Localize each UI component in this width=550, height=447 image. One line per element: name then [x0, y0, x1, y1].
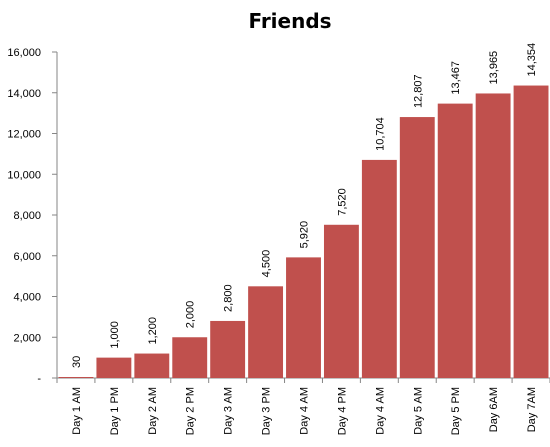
- y-tick-label: 14,000: [7, 88, 41, 100]
- bar: [58, 377, 94, 378]
- y-tick-label: 2,000: [13, 332, 41, 344]
- chart-title: Friends: [248, 9, 331, 33]
- data-label: 10,704: [374, 117, 386, 151]
- data-label: 13,467: [450, 61, 462, 95]
- bar: [513, 85, 549, 379]
- data-label: 5,920: [299, 221, 311, 249]
- y-tick-label: -: [37, 373, 41, 385]
- bar: [210, 320, 246, 378]
- data-label: 1,200: [147, 317, 159, 345]
- y-tick-label: 10,000: [7, 169, 41, 181]
- data-labels: 30 1,000 1,200 2,000 2,800 4,500 5,920 7,520 10,…: [71, 43, 538, 368]
- x-tick-label: Day 5 AM: [412, 387, 424, 435]
- x-tick-label: Day 4 AM: [299, 387, 311, 435]
- x-tick-label: Day 7AM: [526, 387, 538, 432]
- data-label: 30: [71, 356, 83, 368]
- bar: [172, 337, 208, 378]
- bar: [134, 353, 170, 378]
- y-axis: - 2,000 4,000 6,000 8,000 10,000 12,000 14,000 1…: [7, 47, 58, 385]
- bar: [475, 93, 511, 378]
- bar: [399, 117, 435, 378]
- x-tick-label: Day 3 AM: [223, 387, 235, 435]
- x-tick-label: Day 3 PM: [261, 387, 273, 435]
- y-tick-label: 12,000: [7, 129, 41, 141]
- x-tick-label: Day 2 PM: [185, 387, 197, 435]
- y-tick-label: 8,000: [13, 210, 41, 222]
- x-tick-label: Day 5 PM: [450, 387, 462, 435]
- x-tick-label: Day 6AM: [488, 387, 500, 432]
- y-tick-label: 4,000: [13, 292, 41, 304]
- data-label: 12,807: [412, 74, 424, 108]
- bar: [286, 257, 321, 378]
- bar: [96, 357, 132, 378]
- data-label: 4,500: [261, 250, 273, 278]
- bars: [58, 85, 549, 379]
- y-tick-label: 16,000: [7, 47, 41, 59]
- data-label: 2,800: [223, 284, 235, 312]
- data-label: 1,000: [109, 321, 121, 349]
- data-label: 13,965: [488, 51, 500, 85]
- data-label: 7,520: [336, 188, 348, 216]
- x-axis: Day 1 AM Day 1 PM Day 2 AM Day 2 PM Day 3 AM…: [56, 377, 550, 435]
- x-tick-label: Day 1 PM: [109, 387, 121, 435]
- bar: [437, 103, 473, 379]
- x-tick-label: Day 1 AM: [71, 387, 83, 435]
- data-label: 2,000: [185, 301, 197, 329]
- bar: [248, 286, 284, 378]
- data-label: 14,354: [526, 43, 538, 77]
- x-tick-label: Day 4 PM: [336, 387, 348, 435]
- y-tick-label: 6,000: [13, 251, 41, 263]
- bar: [323, 224, 359, 378]
- bar: [361, 159, 397, 378]
- x-tick-label: Day 4 AM: [374, 387, 386, 435]
- x-tick-label: Day 2 AM: [147, 387, 159, 435]
